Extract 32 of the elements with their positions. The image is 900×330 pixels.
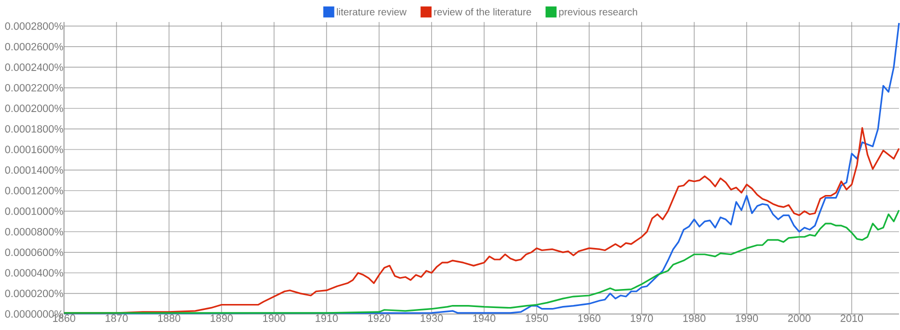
x-tick-label: 1900 [263, 314, 286, 322]
y-tick-label: 0.0002400% [5, 64, 64, 71]
x-tick-label: 1940 [473, 314, 496, 322]
y-tick-label: 0.0001200% [5, 186, 64, 194]
y-tick-label: 0.0000200% [5, 290, 64, 298]
y-tick-label: 0.0001400% [5, 166, 64, 174]
y-tick-label: 0.0002600% [5, 42, 64, 50]
x-tick-label: 1980 [683, 314, 706, 322]
y-tick-label: 0.0000400% [5, 269, 64, 277]
y-tick-label: 0.0001000% [5, 207, 64, 215]
x-tick-label: 1970 [630, 314, 653, 322]
x-tick-label: 2010 [840, 314, 863, 322]
x-tick-label: 2000 [788, 314, 810, 322]
x-tick-label: 1990 [736, 314, 758, 322]
x-tick-label: 1930 [420, 314, 443, 322]
x-tick-label: 1950 [526, 314, 548, 322]
legend-label: review of the literature [434, 8, 532, 16]
legend-label: previous research [559, 8, 638, 18]
y-tick-label: 0.0002200% [5, 84, 64, 92]
legend-label: literature review [336, 8, 407, 16]
y-tick-label: 0.0001800% [5, 125, 64, 133]
x-tick-label: 1890 [210, 314, 233, 322]
x-tick-label: 1920 [368, 314, 390, 322]
y-tick-label: 0.0002000% [5, 104, 64, 112]
x-tick-label: 1960 [578, 314, 600, 322]
y-tick-label: 0.0002800% [5, 22, 64, 30]
x-tick-label: 1910 [316, 314, 338, 322]
x-tick-label: 1870 [106, 314, 128, 322]
y-tick-label: 0.0000800% [5, 228, 64, 236]
x-tick-label: 1880 [158, 314, 180, 322]
y-tick-label: 0.0000600% [5, 248, 64, 256]
y-tick-label: 0.0001600% [5, 146, 64, 154]
